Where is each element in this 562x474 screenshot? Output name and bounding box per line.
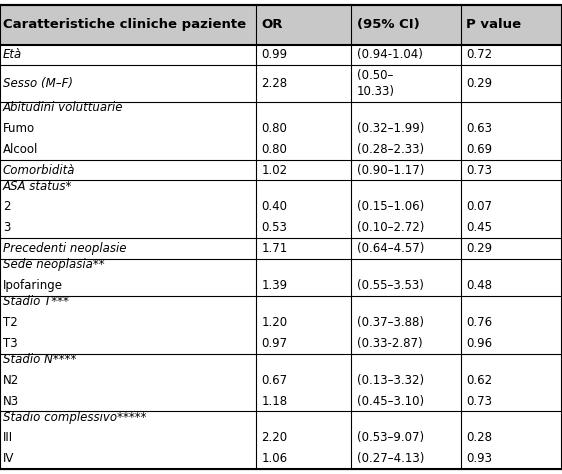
Text: 0.69: 0.69 — [466, 143, 492, 155]
Text: III: III — [3, 431, 13, 445]
Text: Abitudini voluttuarie: Abitudini voluttuarie — [3, 101, 123, 114]
Text: 3: 3 — [3, 221, 10, 234]
Text: (0.13–3.32): (0.13–3.32) — [357, 374, 424, 387]
Text: Stadio N****: Stadio N**** — [3, 353, 76, 366]
Text: 0.48: 0.48 — [466, 279, 492, 292]
Text: Comorbidità: Comorbidità — [3, 164, 75, 176]
Text: 1.71: 1.71 — [261, 242, 288, 255]
Text: 0.96: 0.96 — [466, 337, 492, 350]
Text: 2: 2 — [3, 201, 10, 213]
Text: 1.18: 1.18 — [261, 394, 287, 408]
Text: 1.06: 1.06 — [261, 452, 287, 465]
Text: 1.39: 1.39 — [261, 279, 287, 292]
Text: (0.15–1.06): (0.15–1.06) — [357, 201, 424, 213]
Text: 0.76: 0.76 — [466, 316, 492, 329]
Text: 0.29: 0.29 — [466, 77, 492, 90]
Text: IV: IV — [3, 452, 14, 465]
Text: 1.02: 1.02 — [261, 164, 287, 176]
Text: (0.64–4.57): (0.64–4.57) — [357, 242, 424, 255]
Text: Ipofaringe: Ipofaringe — [3, 279, 63, 292]
Text: 0.93: 0.93 — [466, 452, 492, 465]
Text: (0.50–: (0.50– — [357, 69, 393, 82]
Text: 2.28: 2.28 — [261, 77, 287, 90]
Text: 0.99: 0.99 — [261, 48, 287, 62]
Text: (0.10–2.72): (0.10–2.72) — [357, 221, 424, 234]
Text: 0.97: 0.97 — [261, 337, 287, 350]
Text: P value: P value — [466, 18, 522, 31]
Text: (0.37–3.88): (0.37–3.88) — [357, 316, 424, 329]
Text: 1.20: 1.20 — [261, 316, 287, 329]
Text: 2.20: 2.20 — [261, 431, 287, 445]
Text: 0.67: 0.67 — [261, 374, 287, 387]
Text: 0.80: 0.80 — [261, 143, 287, 155]
Text: N2: N2 — [3, 374, 19, 387]
Text: (0.90–1.17): (0.90–1.17) — [357, 164, 424, 176]
Text: (0.94-1.04): (0.94-1.04) — [357, 48, 423, 62]
Text: 0.73: 0.73 — [466, 394, 492, 408]
Text: 10.33): 10.33) — [357, 85, 395, 98]
Text: (0.45–3.10): (0.45–3.10) — [357, 394, 424, 408]
Text: Fumo: Fumo — [3, 122, 35, 135]
Text: (0.33-2.87): (0.33-2.87) — [357, 337, 423, 350]
Text: Età: Età — [3, 48, 22, 62]
Text: 0.80: 0.80 — [261, 122, 287, 135]
Text: Sede neoplasia**: Sede neoplasia** — [3, 258, 105, 271]
Text: 0.72: 0.72 — [466, 48, 492, 62]
Text: Sesso (M–F): Sesso (M–F) — [3, 77, 73, 90]
Text: 0.53: 0.53 — [261, 221, 287, 234]
Text: 0.29: 0.29 — [466, 242, 492, 255]
Text: 0.07: 0.07 — [466, 201, 492, 213]
Text: Caratteristiche cliniche paziente: Caratteristiche cliniche paziente — [3, 18, 246, 31]
Text: OR: OR — [261, 18, 283, 31]
Text: (0.55–3.53): (0.55–3.53) — [357, 279, 424, 292]
Bar — [0, 5, 562, 45]
Text: ASA status*: ASA status* — [3, 180, 72, 192]
Text: (0.28–2.33): (0.28–2.33) — [357, 143, 424, 155]
Text: 0.28: 0.28 — [466, 431, 492, 445]
Text: (0.53–9.07): (0.53–9.07) — [357, 431, 424, 445]
Text: 0.40: 0.40 — [261, 201, 287, 213]
Text: 0.63: 0.63 — [466, 122, 492, 135]
Text: Stadio complessivo*****: Stadio complessivo***** — [3, 410, 146, 424]
Text: T2: T2 — [3, 316, 17, 329]
Text: Alcool: Alcool — [3, 143, 38, 155]
Text: (0.27–4.13): (0.27–4.13) — [357, 452, 424, 465]
Text: 0.62: 0.62 — [466, 374, 492, 387]
Text: N3: N3 — [3, 394, 19, 408]
Text: Precedenti neoplasie: Precedenti neoplasie — [3, 242, 126, 255]
Text: 0.45: 0.45 — [466, 221, 492, 234]
Text: (0.32–1.99): (0.32–1.99) — [357, 122, 424, 135]
Text: (95% CI): (95% CI) — [357, 18, 420, 31]
Text: 0.73: 0.73 — [466, 164, 492, 176]
Text: T3: T3 — [3, 337, 17, 350]
Text: Stadio T***: Stadio T*** — [3, 295, 69, 308]
